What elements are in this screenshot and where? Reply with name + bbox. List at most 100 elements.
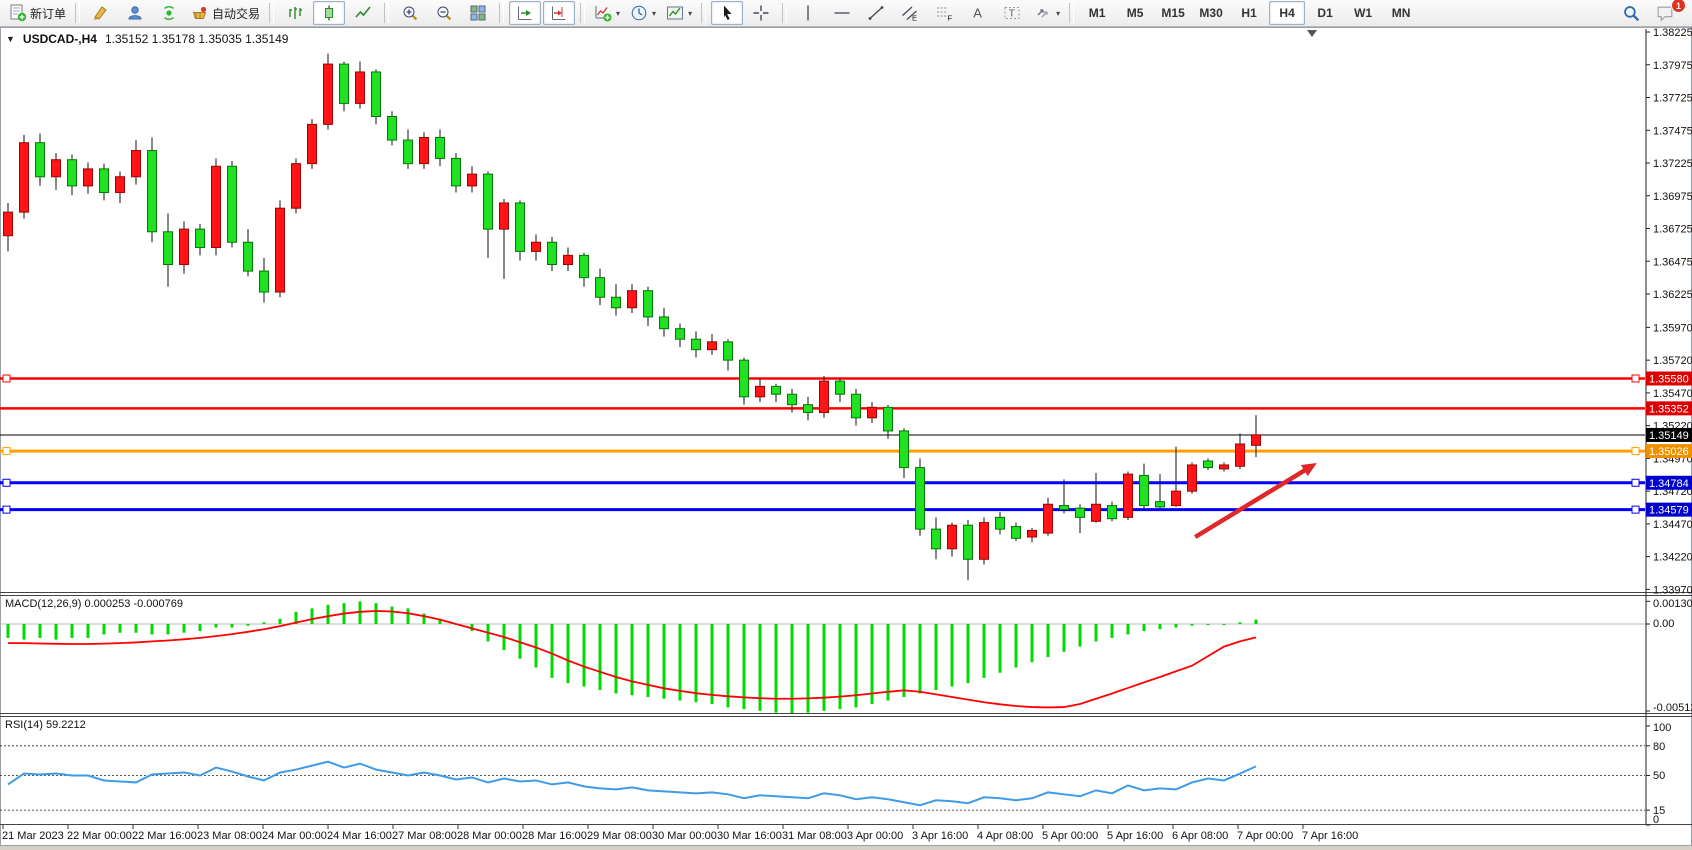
candle xyxy=(179,221,189,274)
text-label-button[interactable]: T xyxy=(996,1,1028,25)
hline-1.34579[interactable] xyxy=(0,505,1645,514)
time-axis-label: 27 Mar 08:00 xyxy=(392,830,457,842)
chart-background xyxy=(0,27,1692,846)
line-handle[interactable] xyxy=(2,374,11,383)
trend-arrow[interactable] xyxy=(1194,462,1317,539)
price-tag xyxy=(1646,371,1692,386)
chart-shift-button[interactable] xyxy=(543,1,576,25)
crosshair-button[interactable] xyxy=(745,1,777,25)
zoom-in-button[interactable] xyxy=(394,1,426,25)
candle-body-down xyxy=(147,150,157,233)
candle xyxy=(147,137,157,243)
styler-button[interactable] xyxy=(85,1,117,25)
text-label-icon: T xyxy=(1003,4,1021,22)
price-axis[interactable]: 1.38225 1.37975 1.37725 1.37475 1.37225 1.369… xyxy=(1646,27,1692,596)
candle-body-down xyxy=(723,341,733,361)
line-chart-button[interactable] xyxy=(347,1,379,25)
shapes-button[interactable]: ▾ xyxy=(1030,1,1064,25)
candle xyxy=(243,229,253,277)
zoom-out-button[interactable] xyxy=(428,1,460,25)
vertical-line-button[interactable] xyxy=(792,1,824,25)
trendline-button[interactable] xyxy=(860,1,892,25)
line-handle[interactable] xyxy=(1631,447,1640,456)
bar-chart-button[interactable] xyxy=(279,1,311,25)
timeframe-h1[interactable]: H1 xyxy=(1231,1,1267,25)
candle-body-down xyxy=(691,338,701,351)
candle-body-down xyxy=(851,393,861,419)
price-tag-label: 1.34579 xyxy=(1649,505,1689,517)
timeframe-h1-label: H1 xyxy=(1241,6,1257,20)
candle xyxy=(371,69,381,125)
candle xyxy=(883,404,893,439)
search-button[interactable] xyxy=(1615,1,1647,25)
cursor-button[interactable] xyxy=(711,1,744,25)
chevron-down-icon[interactable]: ▾ xyxy=(616,8,621,18)
time-axis-label: 29 Mar 08:00 xyxy=(587,830,652,842)
timeframe-m15[interactable]: M15 xyxy=(1155,1,1191,25)
time-axis-label: 31 Mar 08:00 xyxy=(782,830,847,842)
timeframe-h4[interactable]: H4 xyxy=(1269,1,1306,25)
svg-text:E: E xyxy=(912,14,917,23)
timeframe-w1[interactable]: W1 xyxy=(1345,1,1381,25)
line-handle[interactable] xyxy=(1631,374,1640,383)
new-order-button[interactable]: 新订单 xyxy=(5,1,70,25)
candle-body-down xyxy=(835,380,845,395)
candle-body-down xyxy=(963,524,973,560)
chart-shift-marker[interactable] xyxy=(1307,30,1317,37)
toolbar-separator xyxy=(75,3,81,23)
symbol-dropdown-icon[interactable]: ▼ xyxy=(6,34,15,44)
periods-button[interactable]: ▾ xyxy=(626,1,660,25)
autotrade-button[interactable]: 自动交易 xyxy=(187,1,264,25)
timeframe-m1[interactable]: M1 xyxy=(1079,1,1115,25)
time-axis[interactable]: 21 Mar 2023 22 Mar 00:00 22 Mar 16:00 23 Ma… xyxy=(2,825,1358,842)
horizontal-line-button[interactable] xyxy=(826,1,858,25)
fibonacci-button[interactable]: F xyxy=(928,1,960,25)
candle-body-down xyxy=(1203,460,1213,469)
hline-1.35580[interactable] xyxy=(0,374,1645,383)
line-handle[interactable] xyxy=(1631,505,1640,514)
indicators-button[interactable]: ▾ xyxy=(590,1,624,25)
notifications-button[interactable]: 1 xyxy=(1649,0,1686,25)
signals-button[interactable] xyxy=(153,1,185,25)
candle-body-down xyxy=(915,467,925,530)
chevron-down-icon[interactable]: ▾ xyxy=(652,8,657,18)
chevron-down-icon[interactable]: ▾ xyxy=(688,8,693,18)
hline-icon xyxy=(833,4,851,22)
line-handle[interactable] xyxy=(2,447,11,456)
tile-windows-icon xyxy=(469,4,487,22)
candle-body-down xyxy=(643,290,653,318)
timeframe-m30[interactable]: M30 xyxy=(1193,1,1229,25)
hline-1.35026[interactable] xyxy=(0,447,1645,456)
line-handle[interactable] xyxy=(1631,478,1640,487)
candle-body-up xyxy=(419,136,429,165)
line-handle[interactable] xyxy=(2,505,11,514)
rsi-indicator-label: RSI(14) 59.2212 xyxy=(5,719,86,731)
candle xyxy=(531,234,541,261)
templates-button[interactable]: ▾ xyxy=(662,1,696,25)
candle xyxy=(979,517,989,565)
channel-button[interactable]: E xyxy=(894,1,926,25)
timeframe-m30-label: M30 xyxy=(1199,6,1223,20)
price-tag xyxy=(1646,475,1692,490)
candlestick-button[interactable] xyxy=(313,1,346,25)
timeframe-mn[interactable]: MN xyxy=(1383,1,1419,25)
candle-body-down xyxy=(595,277,605,298)
profile-button[interactable] xyxy=(119,1,151,25)
timeframe-m5[interactable]: M5 xyxy=(1117,1,1153,25)
candle xyxy=(163,213,173,287)
candle-body-up xyxy=(355,71,365,104)
rsi-axis-label: 15 xyxy=(1653,805,1665,817)
chevron-down-icon[interactable]: ▾ xyxy=(1056,8,1061,18)
text-button[interactable]: A xyxy=(962,1,994,25)
tile-windows-button[interactable] xyxy=(462,1,494,25)
timeframe-d1[interactable]: D1 xyxy=(1307,1,1343,25)
macd-axis: 0.001307 0.00 -0.005123 xyxy=(1646,598,1692,714)
candle-body-down xyxy=(771,385,781,395)
auto-scroll-button[interactable] xyxy=(509,1,542,25)
candle-body-down xyxy=(67,159,77,187)
hline-1.34784[interactable] xyxy=(0,478,1645,487)
line-handle[interactable] xyxy=(2,478,11,487)
shapes-icon xyxy=(1034,4,1052,22)
candle xyxy=(963,519,973,581)
price-axis-label: 1.36975 xyxy=(1653,191,1692,203)
